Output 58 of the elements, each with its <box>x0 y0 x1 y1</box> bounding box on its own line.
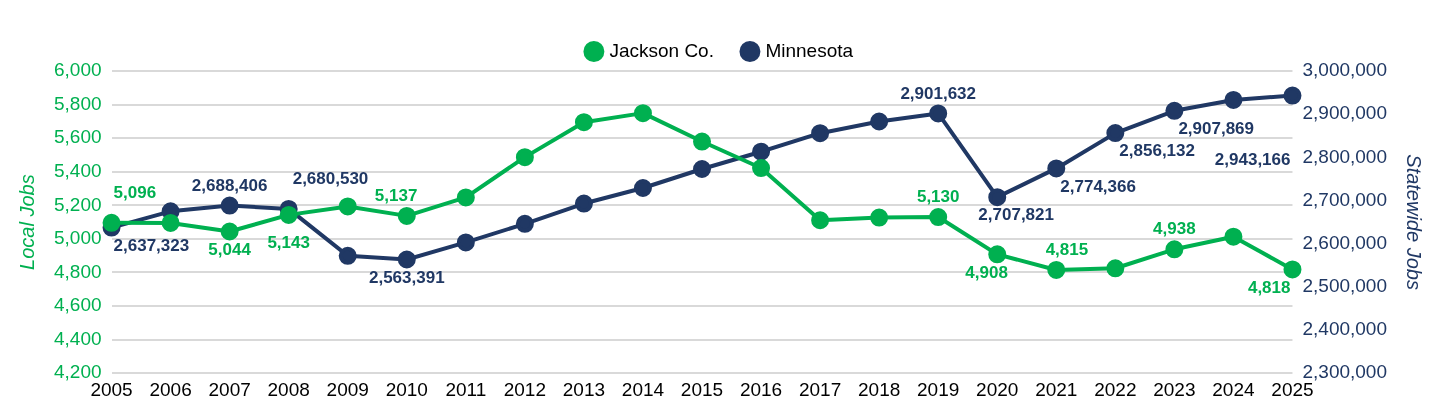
x-tick-label: 2024 <box>1212 378 1255 400</box>
y-tick-label: 4,800 <box>54 260 102 282</box>
data-label: 5,044 <box>208 239 252 259</box>
x-tick-label: 2013 <box>562 378 606 400</box>
y-tick-label: 4,600 <box>54 294 102 316</box>
x-tick-label: 2009 <box>326 378 369 400</box>
x-tick-label: 2007 <box>208 378 251 400</box>
y-tick-label: 4,400 <box>54 327 102 349</box>
x-tick-label: 2008 <box>267 378 310 400</box>
x-tick-label: 2023 <box>1153 378 1196 400</box>
y-tick-label: 5,600 <box>54 126 102 148</box>
data-label: 2,563,391 <box>368 267 445 287</box>
y2-tick-label: 2,500,000 <box>1302 275 1388 297</box>
x-tick-label: 2018 <box>858 378 901 400</box>
x-tick-label: 2012 <box>503 378 547 400</box>
data-label: 4,938 <box>1153 219 1196 239</box>
y-tick-label: 5,000 <box>54 227 102 249</box>
data-label: 2,688,406 <box>191 175 268 195</box>
y-tick-label: 5,800 <box>54 92 102 114</box>
y-axis-title: Local Jobs <box>15 174 38 270</box>
data-label: 2,707,821 <box>978 205 1054 225</box>
data-label: 5,143 <box>267 233 310 253</box>
y-tick-label: 5,400 <box>54 159 102 181</box>
data-label: 2,774,366 <box>1060 176 1136 196</box>
y2-tick-label: 2,800,000 <box>1302 145 1388 167</box>
x-tick-label: 2021 <box>1035 378 1078 400</box>
data-label: 2,637,323 <box>113 235 190 255</box>
data-label: 2,901,632 <box>900 83 977 103</box>
data-label: 2,680,530 <box>292 169 369 189</box>
y2-tick-label: 2,600,000 <box>1302 231 1388 253</box>
x-tick-label: 2017 <box>798 378 842 400</box>
x-tick-label: 2020 <box>976 378 1019 400</box>
x-tick-label: 2014 <box>621 378 665 400</box>
data-label: 4,815 <box>1045 240 1089 260</box>
x-tick-label: 2006 <box>149 378 192 400</box>
data-label: 2,943,166 <box>1214 149 1291 169</box>
legend-label: Jackson Co. <box>609 39 714 61</box>
y2-tick-label: 2,400,000 <box>1302 318 1388 340</box>
data-label: 2,856,132 <box>1119 141 1195 161</box>
y2-tick-label: 3,000,000 <box>1302 59 1388 81</box>
data-label: 2,907,869 <box>1178 118 1255 138</box>
x-tick-label: 2019 <box>917 378 960 400</box>
x-tick-label: 2010 <box>385 378 428 400</box>
data-label: 5,130 <box>916 187 960 207</box>
x-tick-label: 2015 <box>680 378 724 400</box>
y-tick-label: 6,000 <box>54 59 102 81</box>
y-tick-label: 5,200 <box>54 193 102 215</box>
legend-label: Minnesota <box>765 39 854 61</box>
data-label: 4,908 <box>965 262 1008 282</box>
data-label: 5,096 <box>113 182 157 202</box>
y2-tick-label: 2,700,000 <box>1302 188 1388 210</box>
data-label: 5,137 <box>374 186 418 206</box>
y2-axis-title: Statewide Jobs <box>1403 154 1426 290</box>
x-tick-label: 2011 <box>445 378 487 400</box>
x-tick-label: 2016 <box>739 378 783 400</box>
y2-tick-label: 2,900,000 <box>1302 102 1388 124</box>
x-tick-label: 2022 <box>1094 378 1137 400</box>
data-label: 4,818 <box>1247 277 1291 297</box>
